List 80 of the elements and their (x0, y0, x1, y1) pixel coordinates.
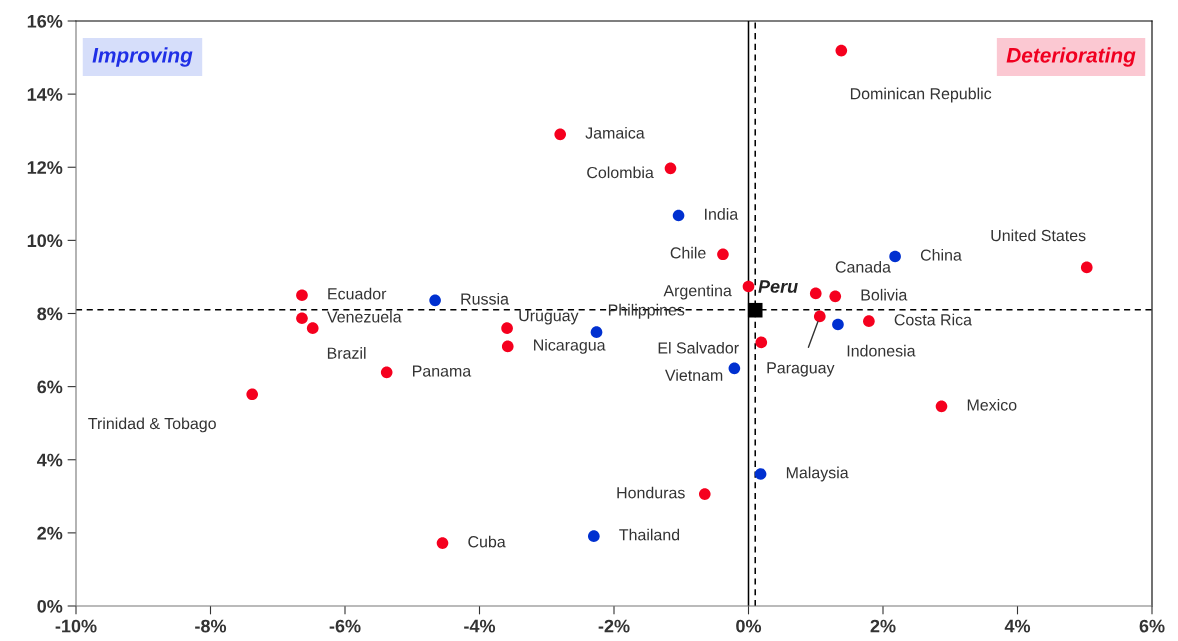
x-tick-label: -8% (195, 619, 227, 633)
annotation: Jamaica (585, 126, 645, 139)
annotation: Indonesia (847, 344, 916, 357)
annotation: Argentina (663, 284, 732, 300)
point (590, 326, 603, 338)
point (809, 287, 822, 300)
point (554, 128, 567, 141)
y-tick-label: 8% (37, 307, 63, 321)
point (889, 250, 901, 263)
point (246, 388, 258, 401)
annotation: Costa Rica (894, 313, 972, 326)
annotation: Colombia (587, 166, 654, 179)
point (501, 322, 513, 334)
point (501, 340, 514, 353)
x-tick-label: -2% (598, 619, 630, 633)
point (742, 280, 755, 293)
x-tick-label: 4% (1004, 619, 1031, 633)
annotation: Ecuador (328, 287, 387, 300)
point (296, 312, 308, 325)
point (813, 310, 826, 323)
point (588, 530, 600, 542)
point (863, 315, 875, 327)
point (717, 248, 729, 261)
annotation: Chile (670, 246, 706, 259)
point (1080, 261, 1093, 274)
annotation: Malaysia (786, 466, 849, 482)
x-tick-label: -10% (55, 619, 97, 633)
point (747, 302, 763, 318)
x-tick-label: -6% (329, 619, 361, 633)
annotation: Vietnam (665, 369, 723, 381)
annotation: Deteriorating (1006, 47, 1136, 67)
point (306, 322, 319, 334)
annotation: Mexico (967, 398, 1017, 411)
annotation: Thailand (619, 528, 680, 541)
annotation: Improving (92, 47, 193, 67)
point (728, 362, 741, 375)
annotation: Panama (413, 365, 472, 377)
annotation: El Salvador (658, 341, 739, 354)
x-tick-label: 0% (736, 619, 762, 633)
y-tick-label: 16% (27, 14, 63, 28)
point (664, 162, 677, 175)
annotation: Cuba (468, 535, 506, 548)
y-tick-label: 14% (27, 88, 63, 101)
point (429, 294, 441, 307)
annotation: Bolivia (861, 288, 908, 301)
annotation: Philippines (608, 303, 685, 319)
y-tick-label: 10% (27, 234, 63, 248)
annotation: Russia (461, 292, 509, 305)
annotation: Brazil (327, 347, 366, 359)
y-tick-label: 6% (37, 380, 63, 394)
point (698, 488, 711, 500)
y-tick-label: 2% (37, 526, 63, 540)
annotation: United States (991, 229, 1086, 242)
point (829, 290, 842, 303)
annotation: Venezuela (327, 310, 402, 323)
point (755, 336, 768, 349)
annotation: Canada (835, 260, 891, 273)
annotation: China (920, 249, 962, 261)
x-tick-label: 6% (1139, 619, 1165, 633)
point (835, 44, 848, 57)
point (436, 537, 449, 549)
point (754, 468, 767, 480)
x-tick-label: -4% (464, 619, 496, 633)
annotation: Peru (758, 280, 798, 293)
x-tick-label: 2% (870, 619, 896, 633)
annotation: Nicaragua (534, 338, 606, 354)
y-tick-label: 4% (36, 453, 63, 467)
point (935, 400, 948, 413)
annotation: Trinidad & Tobago (88, 417, 216, 433)
annotation: Honduras (617, 486, 685, 499)
annotation: Dominican Republic (850, 87, 992, 103)
point (296, 289, 308, 302)
y-tick-label: 0% (37, 599, 63, 613)
point (672, 209, 685, 222)
point (380, 366, 393, 379)
annotation: Paraguay (767, 362, 835, 377)
annotation: Uruguay (519, 310, 579, 325)
y-tick-label: 12% (27, 161, 63, 174)
point (832, 318, 844, 331)
annotation: India (705, 208, 739, 220)
